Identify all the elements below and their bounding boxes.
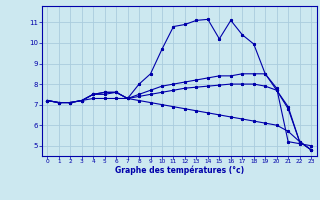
X-axis label: Graphe des températures (°c): Graphe des températures (°c) [115, 166, 244, 175]
